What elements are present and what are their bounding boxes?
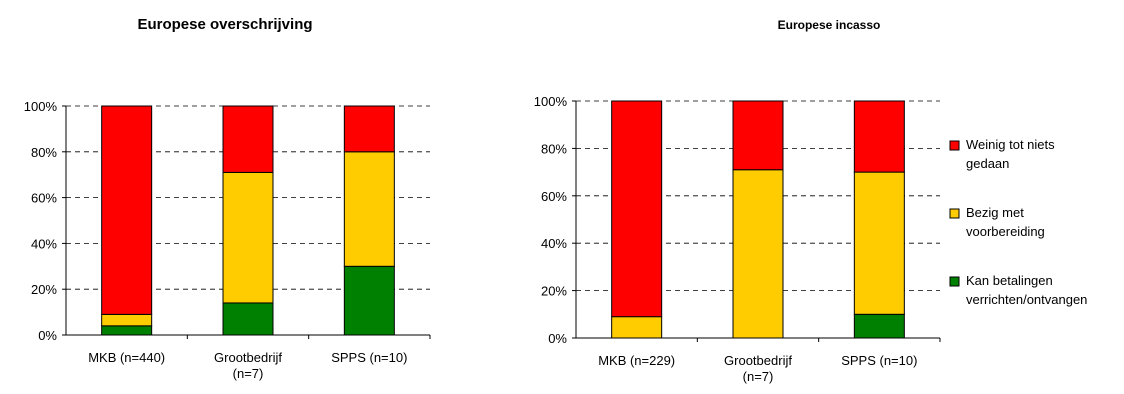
y-tick-label: 0%: [548, 331, 567, 346]
y-tick-label: 60%: [31, 191, 57, 206]
bar-segment-weinig-tot-niets-gedaan: [732, 100, 784, 171]
chart-title: Europese incasso: [778, 18, 881, 32]
legend: Weinig tot niets gedaan Bezig met voorberei…: [949, 137, 1087, 307]
bar-segment-weinig-tot-niets-gedaan: [222, 105, 274, 173]
chart-title: Europese overschrijving: [137, 16, 312, 33]
y-tick-label: 0%: [38, 328, 57, 343]
x-category-label: MKB (n=440): [88, 350, 165, 365]
bar-segment-kan-betalingen-verrichten-ontvangen: [222, 302, 274, 336]
y-tick-label: 20%: [541, 284, 567, 299]
bar-segment-weinig-tot-niets-gedaan: [611, 100, 663, 318]
y-tick-label: 20%: [31, 282, 57, 297]
bar-segment-kan-betalingen-verrichten-ontvangen: [101, 325, 153, 336]
y-tick-label: 60%: [541, 189, 567, 204]
bar-segment-bezig-met-voorbereiding: [853, 171, 905, 315]
y-tick-label: 40%: [31, 236, 57, 251]
y-tick-label: 80%: [31, 145, 57, 160]
x-category-label: MKB (n=229): [598, 353, 675, 368]
legend-swatch-weinig-tot-niets-gedaan: [949, 140, 960, 151]
bar-segment-bezig-met-voorbereiding: [732, 169, 784, 339]
legend-label: Bezig met voorbereiding: [966, 205, 1045, 239]
chart-europese-overschrijving: Europese overschrijving 0% 20% 40% 60% 80% 10…: [24, 16, 431, 381]
bar-segment-bezig-met-voorbereiding: [222, 171, 274, 304]
y-tick-label: 40%: [541, 236, 567, 251]
chart-europese-incasso: Europese incasso 0% 20% 40% 60% 80% 100% MKB (…: [534, 18, 941, 384]
bar-segment-bezig-met-voorbereiding: [611, 316, 663, 339]
x-category-label: SPPS (n=10): [841, 353, 917, 368]
x-category-label: Grootbedrijf (n=7): [724, 353, 792, 384]
bar-segment-kan-betalingen-verrichten-ontvangen: [853, 313, 905, 339]
legend-label: Weinig tot niets gedaan: [966, 137, 1055, 171]
x-category-label: SPPS (n=10): [331, 350, 407, 365]
bar-segment-bezig-met-voorbereiding: [343, 151, 395, 267]
bar-segment-weinig-tot-niets-gedaan: [101, 105, 153, 315]
legend-swatch-kan-betalingen-verrichten-ontvangen: [949, 276, 960, 287]
bar-segment-weinig-tot-niets-gedaan: [853, 100, 905, 173]
legend-swatch-bezig-met-voorbereiding: [949, 208, 960, 219]
bar-segment-kan-betalingen-verrichten-ontvangen: [343, 265, 395, 336]
y-tick-label: 100%: [534, 94, 568, 109]
y-tick-label: 80%: [541, 141, 567, 156]
y-tick-label: 100%: [24, 99, 58, 114]
bar-segment-bezig-met-voorbereiding: [101, 313, 153, 327]
x-category-label: Grootbedrijf (n=7): [214, 350, 282, 381]
bar-segment-weinig-tot-niets-gedaan: [343, 105, 395, 153]
legend-label: Kan betalingen verrichten/ontvangen: [966, 273, 1087, 307]
